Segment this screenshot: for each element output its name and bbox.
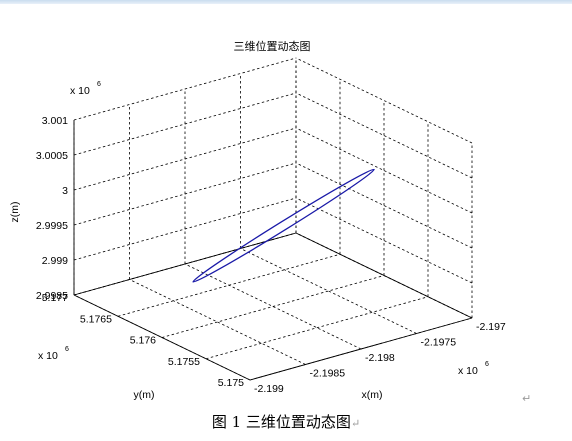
z-tick-label: 3 <box>62 185 68 197</box>
y-multiplier-exponent: 6 <box>65 346 69 353</box>
figure-caption-text: 图 1 三维位置动态图 <box>211 413 351 431</box>
x-multiplier: x 10 6 <box>458 361 489 377</box>
x-tick-label: -2.197 <box>476 321 506 333</box>
grid-line-y-floor <box>161 275 385 338</box>
y-tick-label: 5.1755 <box>168 356 200 368</box>
y-tick-label: 5.177 <box>42 292 68 304</box>
x-tick-label: -2.199 <box>254 383 284 395</box>
x-multiplier-exponent: 6 <box>485 361 489 368</box>
y-axis-label: y(m) <box>134 389 155 401</box>
data-series <box>192 168 375 283</box>
grid-line-z-back <box>73 57 297 121</box>
y-tick-label: 5.176 <box>130 335 156 347</box>
y-multiplier: x 10 6 <box>38 346 69 362</box>
grid-line-z-back <box>73 162 297 226</box>
z-multiplier-base: x 10 <box>70 85 90 97</box>
y-multiplier-base: x 10 <box>38 350 58 362</box>
caption-paragraph-mark: ↵ <box>350 417 361 430</box>
x-tick-label: -2.1975 <box>421 337 457 349</box>
z-multiplier: x 10 6 <box>70 81 101 97</box>
grid-line-z-back <box>73 92 297 156</box>
z-tick-label: 2.9985 <box>36 290 68 302</box>
paragraph-mark: ↵ <box>522 392 532 405</box>
y-tick-label: 5.175 <box>218 377 244 389</box>
z-tick-label: 3.0005 <box>36 150 68 162</box>
grid-line-z-back <box>73 127 297 191</box>
z-axis-label: z(m) <box>9 202 21 223</box>
x-multiplier-base: x 10 <box>458 365 478 377</box>
z-multiplier-exponent: 6 <box>97 81 101 88</box>
y-axis-line <box>73 294 251 381</box>
chart-title: 三维位置动态图 <box>234 39 311 53</box>
grid-line-y-floor <box>117 253 341 317</box>
grid-line-y-floor <box>205 296 429 360</box>
grid-line-z-back <box>73 197 297 261</box>
z-tick-label: 2.999 <box>42 255 68 267</box>
z-tick-label: 3.001 <box>42 115 68 127</box>
x-tick-label: -2.1985 <box>310 368 346 380</box>
floor-edge <box>73 232 297 296</box>
axis-box-edges <box>73 120 473 381</box>
window-top-border <box>0 0 572 4</box>
z-tick-label: 2.9995 <box>36 220 68 232</box>
x-axis-line <box>249 317 473 381</box>
x-axis-label: x(m) <box>362 389 383 401</box>
figure-caption: 图 1 三维位置动态图↵ <box>0 411 572 432</box>
y-tick-label: 5.1765 <box>80 313 112 325</box>
x-tick-label: -2.198 <box>365 352 395 364</box>
tick-labels: -2.199 -2.1985 -2.198 -2.1975 -2.197 5.175 5.1… <box>36 115 506 395</box>
floor-edge <box>295 232 473 319</box>
position-trajectory-line <box>192 168 375 283</box>
